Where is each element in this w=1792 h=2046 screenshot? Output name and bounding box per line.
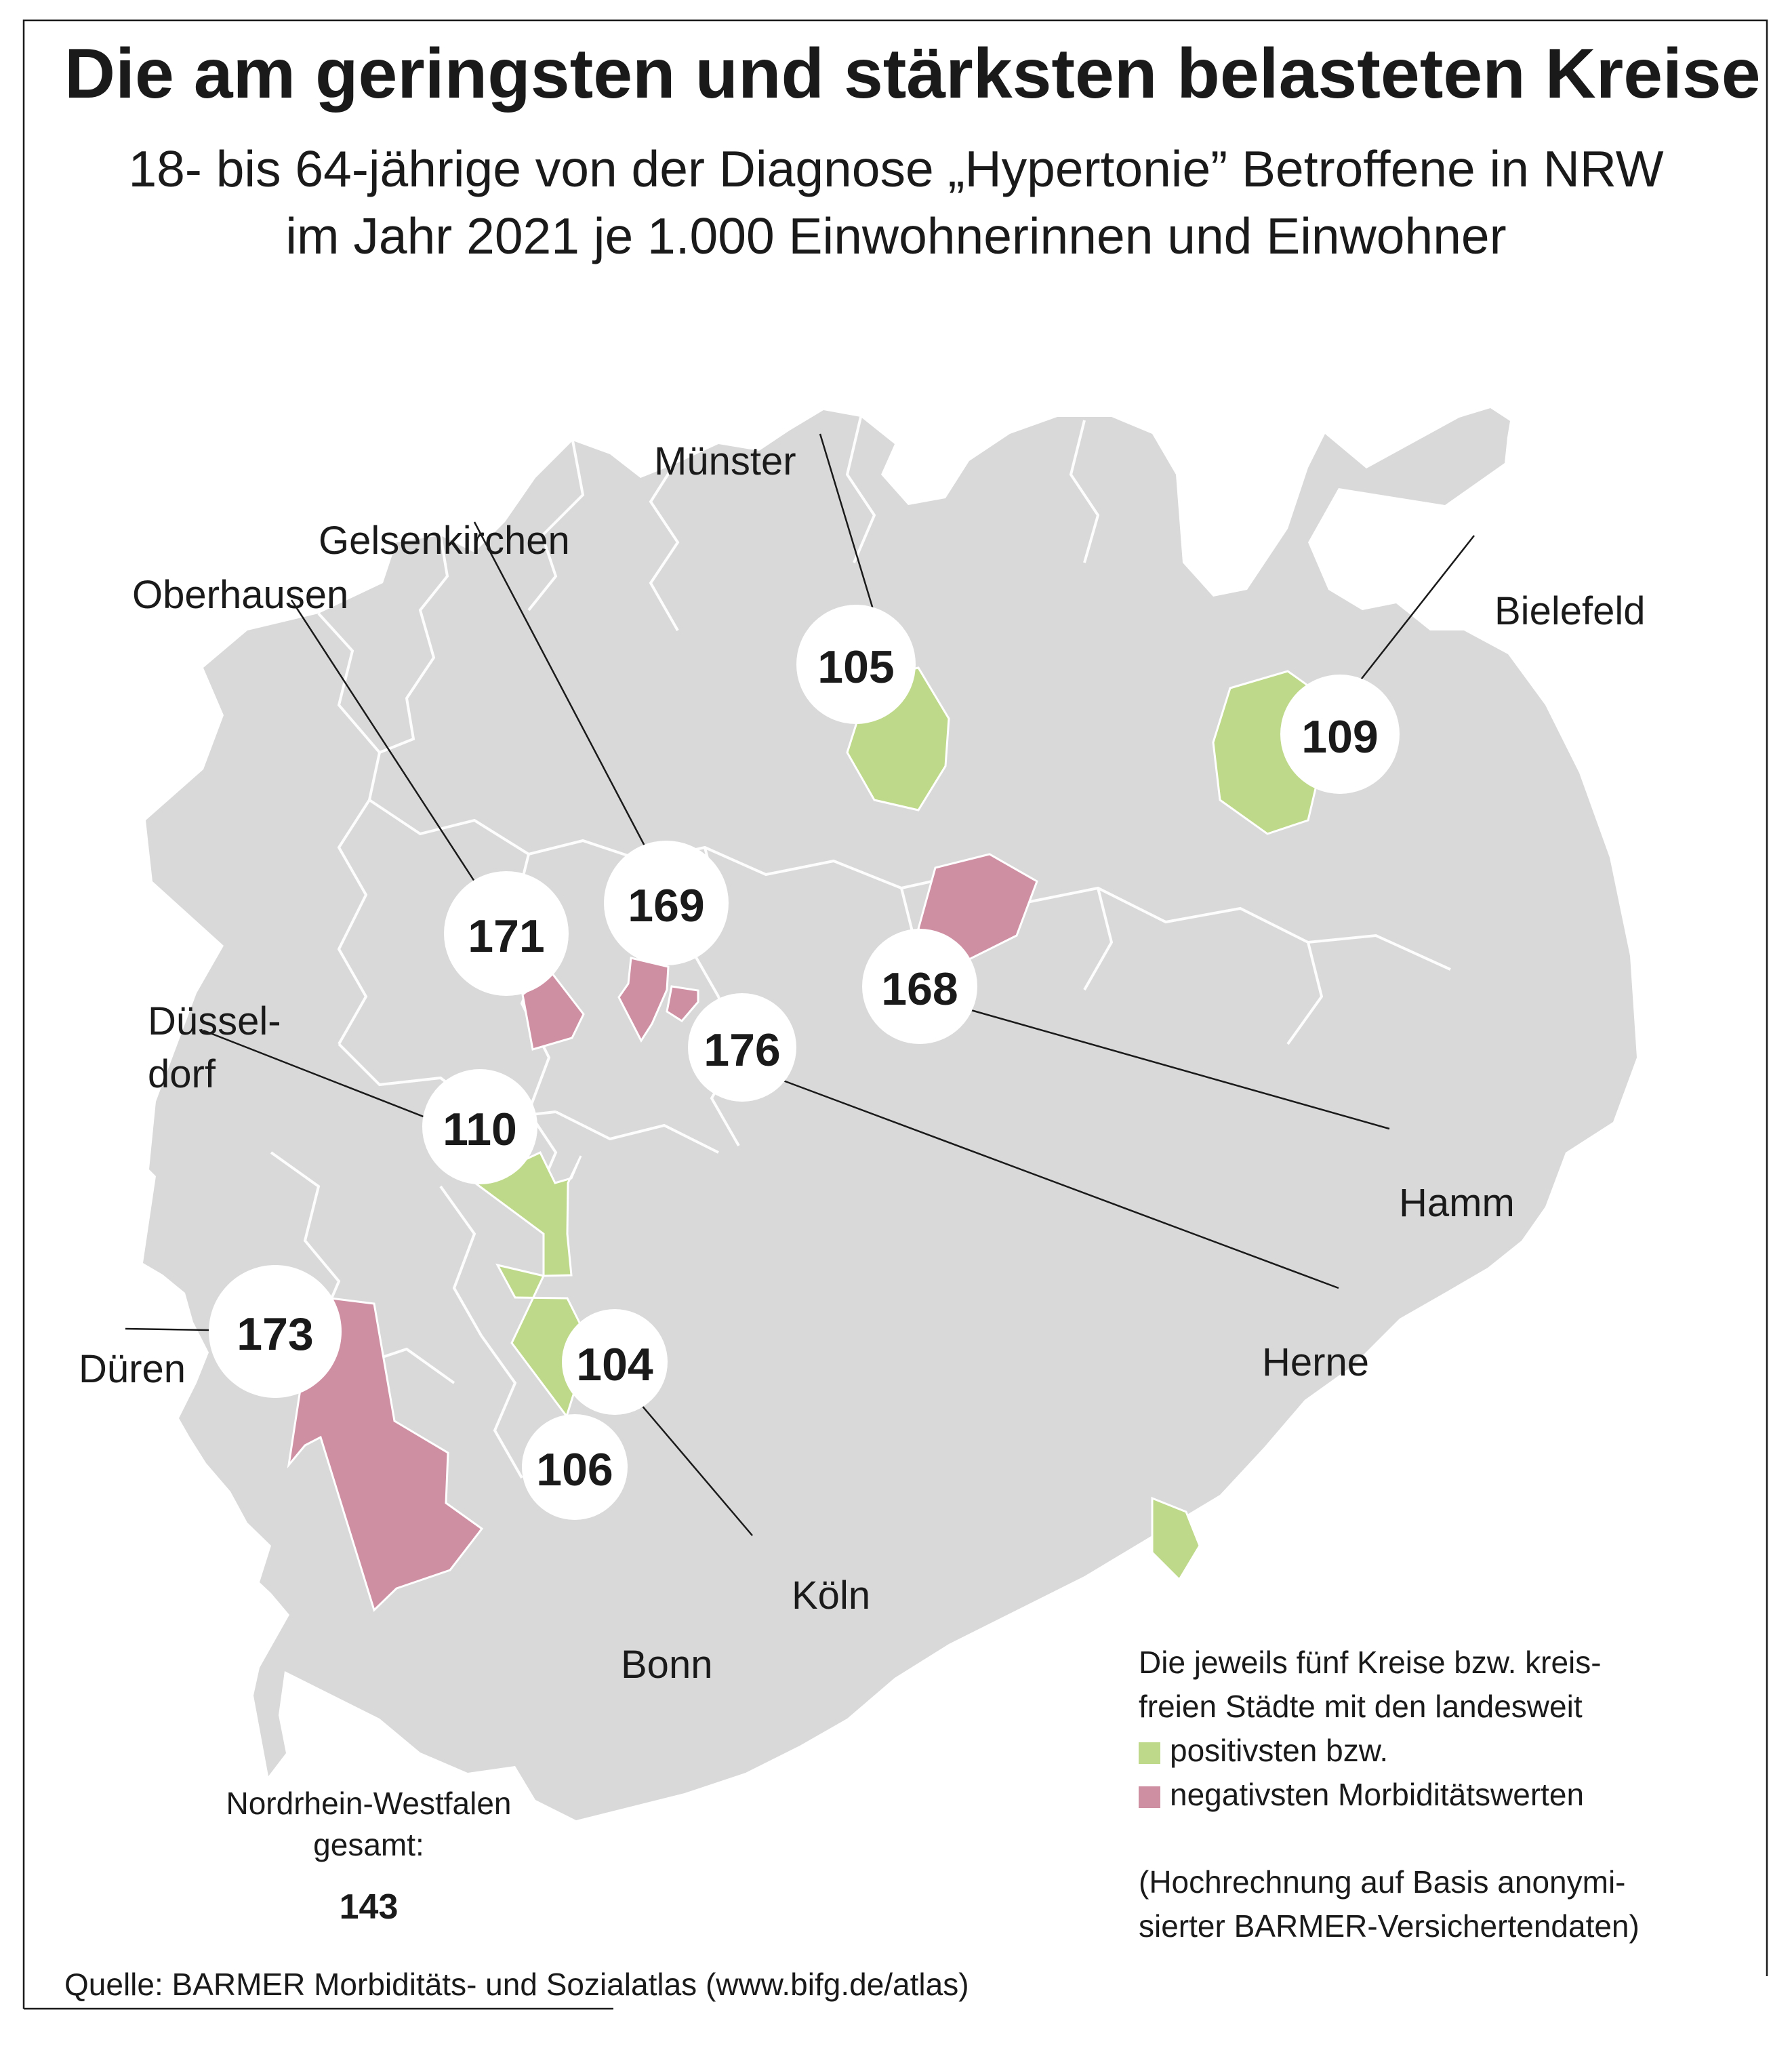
svg-text:110: 110 [443, 1104, 517, 1155]
svg-text:176: 176 [704, 1024, 780, 1076]
svg-text:Düren: Düren [79, 1347, 186, 1391]
svg-text:168: 168 [881, 963, 958, 1015]
svg-text:171: 171 [468, 910, 544, 962]
svg-text:Düssel-: Düssel- [148, 999, 281, 1043]
svg-text:105: 105 [817, 641, 894, 693]
svg-text:104: 104 [576, 1339, 653, 1390]
svg-text:169: 169 [628, 880, 704, 931]
svg-text:Münster: Münster [654, 439, 796, 483]
svg-text:Hamm: Hamm [1399, 1181, 1515, 1225]
svg-text:Gelsenkirchen: Gelsenkirchen [319, 519, 570, 563]
svg-text:106: 106 [536, 1444, 613, 1496]
svg-text:Köln: Köln [792, 1573, 870, 1618]
svg-text:109: 109 [1301, 711, 1378, 763]
svg-text:dorf: dorf [148, 1052, 216, 1096]
svg-text:Oberhausen: Oberhausen [132, 573, 348, 617]
svg-text:173: 173 [237, 1308, 313, 1360]
svg-text:Bielefeld: Bielefeld [1494, 589, 1645, 633]
svg-text:Herne: Herne [1262, 1340, 1369, 1384]
svg-text:Bonn: Bonn [621, 1643, 712, 1687]
